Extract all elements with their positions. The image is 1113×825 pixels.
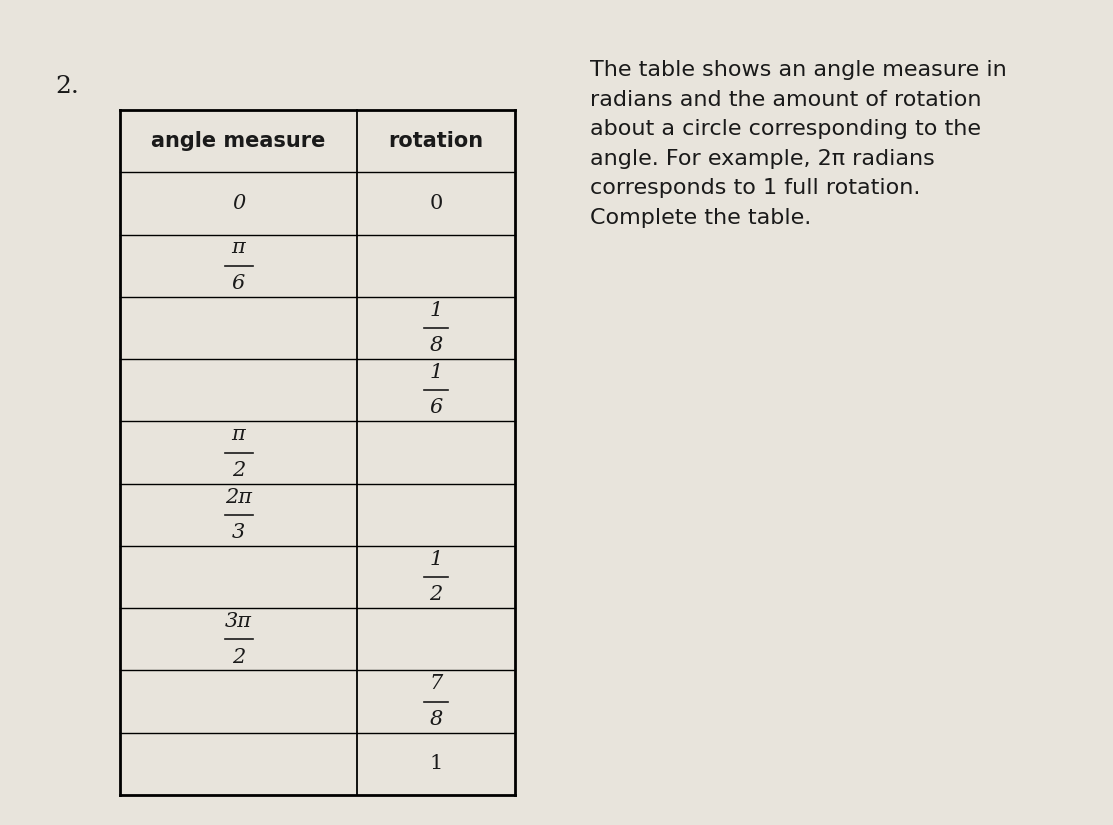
Text: 2: 2 (232, 648, 245, 667)
Text: π: π (232, 238, 245, 257)
Text: The table shows an angle measure in
radians and the amount of rotation
about a c: The table shows an angle measure in radi… (590, 60, 1007, 228)
Text: 0: 0 (430, 194, 443, 213)
Text: 3π: 3π (225, 612, 252, 631)
Text: 3: 3 (232, 523, 245, 542)
Text: angle measure: angle measure (151, 131, 326, 151)
Text: rotation: rotation (388, 131, 483, 151)
Text: 8: 8 (430, 710, 443, 728)
Text: 6: 6 (430, 398, 443, 417)
Text: 1: 1 (430, 363, 443, 382)
Text: 2: 2 (430, 585, 443, 604)
Text: 1: 1 (430, 549, 443, 568)
Text: 1: 1 (430, 754, 443, 773)
Text: 7: 7 (430, 674, 443, 693)
Text: 0: 0 (232, 194, 245, 213)
Text: π: π (232, 425, 245, 444)
Text: 6: 6 (232, 274, 245, 293)
Text: 2: 2 (232, 460, 245, 480)
Text: 8: 8 (430, 337, 443, 356)
Text: 2π: 2π (225, 488, 252, 507)
Text: 1: 1 (430, 300, 443, 320)
Text: 2.: 2. (55, 75, 79, 98)
